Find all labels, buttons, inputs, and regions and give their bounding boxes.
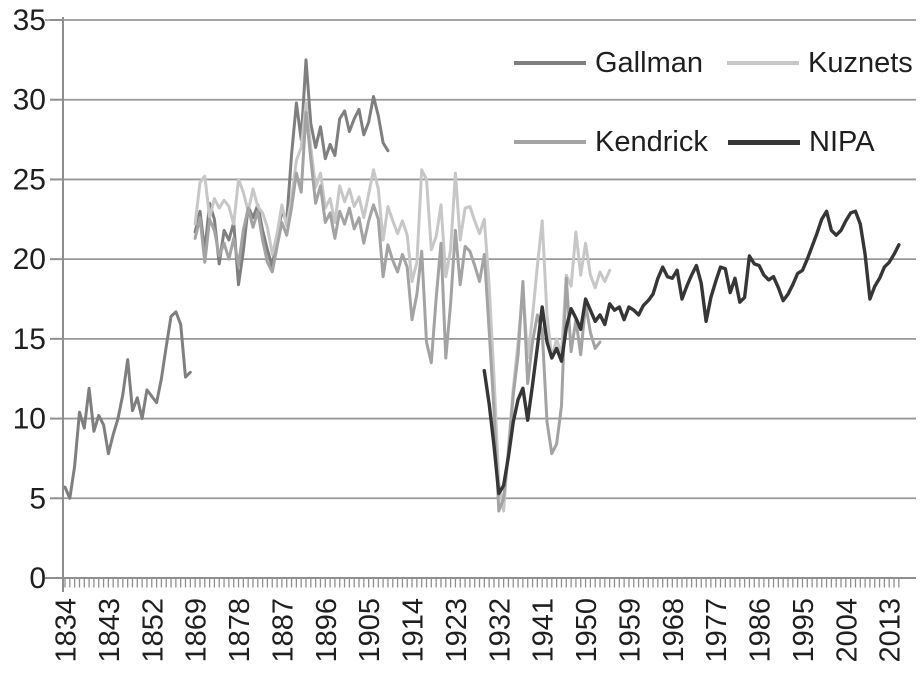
svg-text:1950: 1950 (571, 598, 603, 663)
svg-text:5: 5 (29, 482, 46, 515)
svg-text:1896: 1896 (311, 598, 343, 663)
gallman-line-swatch (514, 61, 586, 65)
series-line-kuznets (193, 101, 612, 513)
svg-text:30: 30 (13, 84, 46, 117)
svg-text:2004: 2004 (831, 598, 863, 663)
series-line-kendrick (193, 111, 602, 513)
legend-label-gallman: Gallman (595, 46, 703, 79)
nipa-line-swatch (728, 139, 800, 145)
svg-text:1968: 1968 (658, 598, 690, 663)
svg-text:15: 15 (13, 323, 46, 356)
svg-text:35: 35 (13, 4, 46, 37)
svg-text:1869: 1869 (181, 598, 213, 663)
kendrick-line-swatch (514, 140, 586, 144)
svg-text:1878: 1878 (224, 598, 256, 663)
svg-text:1843: 1843 (94, 598, 126, 663)
svg-text:1995: 1995 (788, 598, 820, 663)
svg-text:1977: 1977 (701, 598, 733, 663)
svg-text:1941: 1941 (528, 598, 560, 663)
legend-item-kuznets: Kuznets (727, 46, 913, 80)
legend-item-kendrick: Kendrick (514, 125, 708, 159)
svg-text:1986: 1986 (745, 598, 777, 663)
kuznets-line-swatch (727, 61, 799, 65)
svg-text:1905: 1905 (354, 598, 386, 663)
svg-text:1959: 1959 (614, 598, 646, 663)
x-axis-labels: 1834 1843 1852 1869 1878 1887 1896 1905 1914 1923… (51, 598, 907, 663)
svg-text:25: 25 (13, 163, 46, 196)
series-line-nipa (482, 209, 901, 496)
x-axis-ticks (64, 578, 900, 588)
legend-item-gallman: Gallman (514, 46, 703, 80)
svg-text:2013: 2013 (875, 598, 907, 663)
legend-label-nipa: NIPA (809, 125, 875, 158)
svg-text:1852: 1852 (137, 598, 169, 663)
legend-label-kendrick: Kendrick (595, 125, 708, 158)
y-axis-labels: 0 5 10 15 20 25 30 35 (13, 4, 63, 595)
series-line-gallman (63, 58, 390, 500)
svg-text:1887: 1887 (267, 598, 299, 663)
svg-text:1932: 1932 (484, 598, 516, 663)
svg-text:1834: 1834 (51, 598, 83, 663)
svg-text:10: 10 (13, 403, 46, 436)
svg-text:0: 0 (29, 562, 46, 595)
legend-label-kuznets: Kuznets (808, 46, 913, 79)
svg-text:20: 20 (13, 243, 46, 276)
svg-text:1923: 1923 (441, 598, 473, 663)
y-gridlines (45, 19, 916, 500)
svg-text:1914: 1914 (398, 598, 430, 663)
legend-item-nipa: NIPA (728, 125, 875, 159)
